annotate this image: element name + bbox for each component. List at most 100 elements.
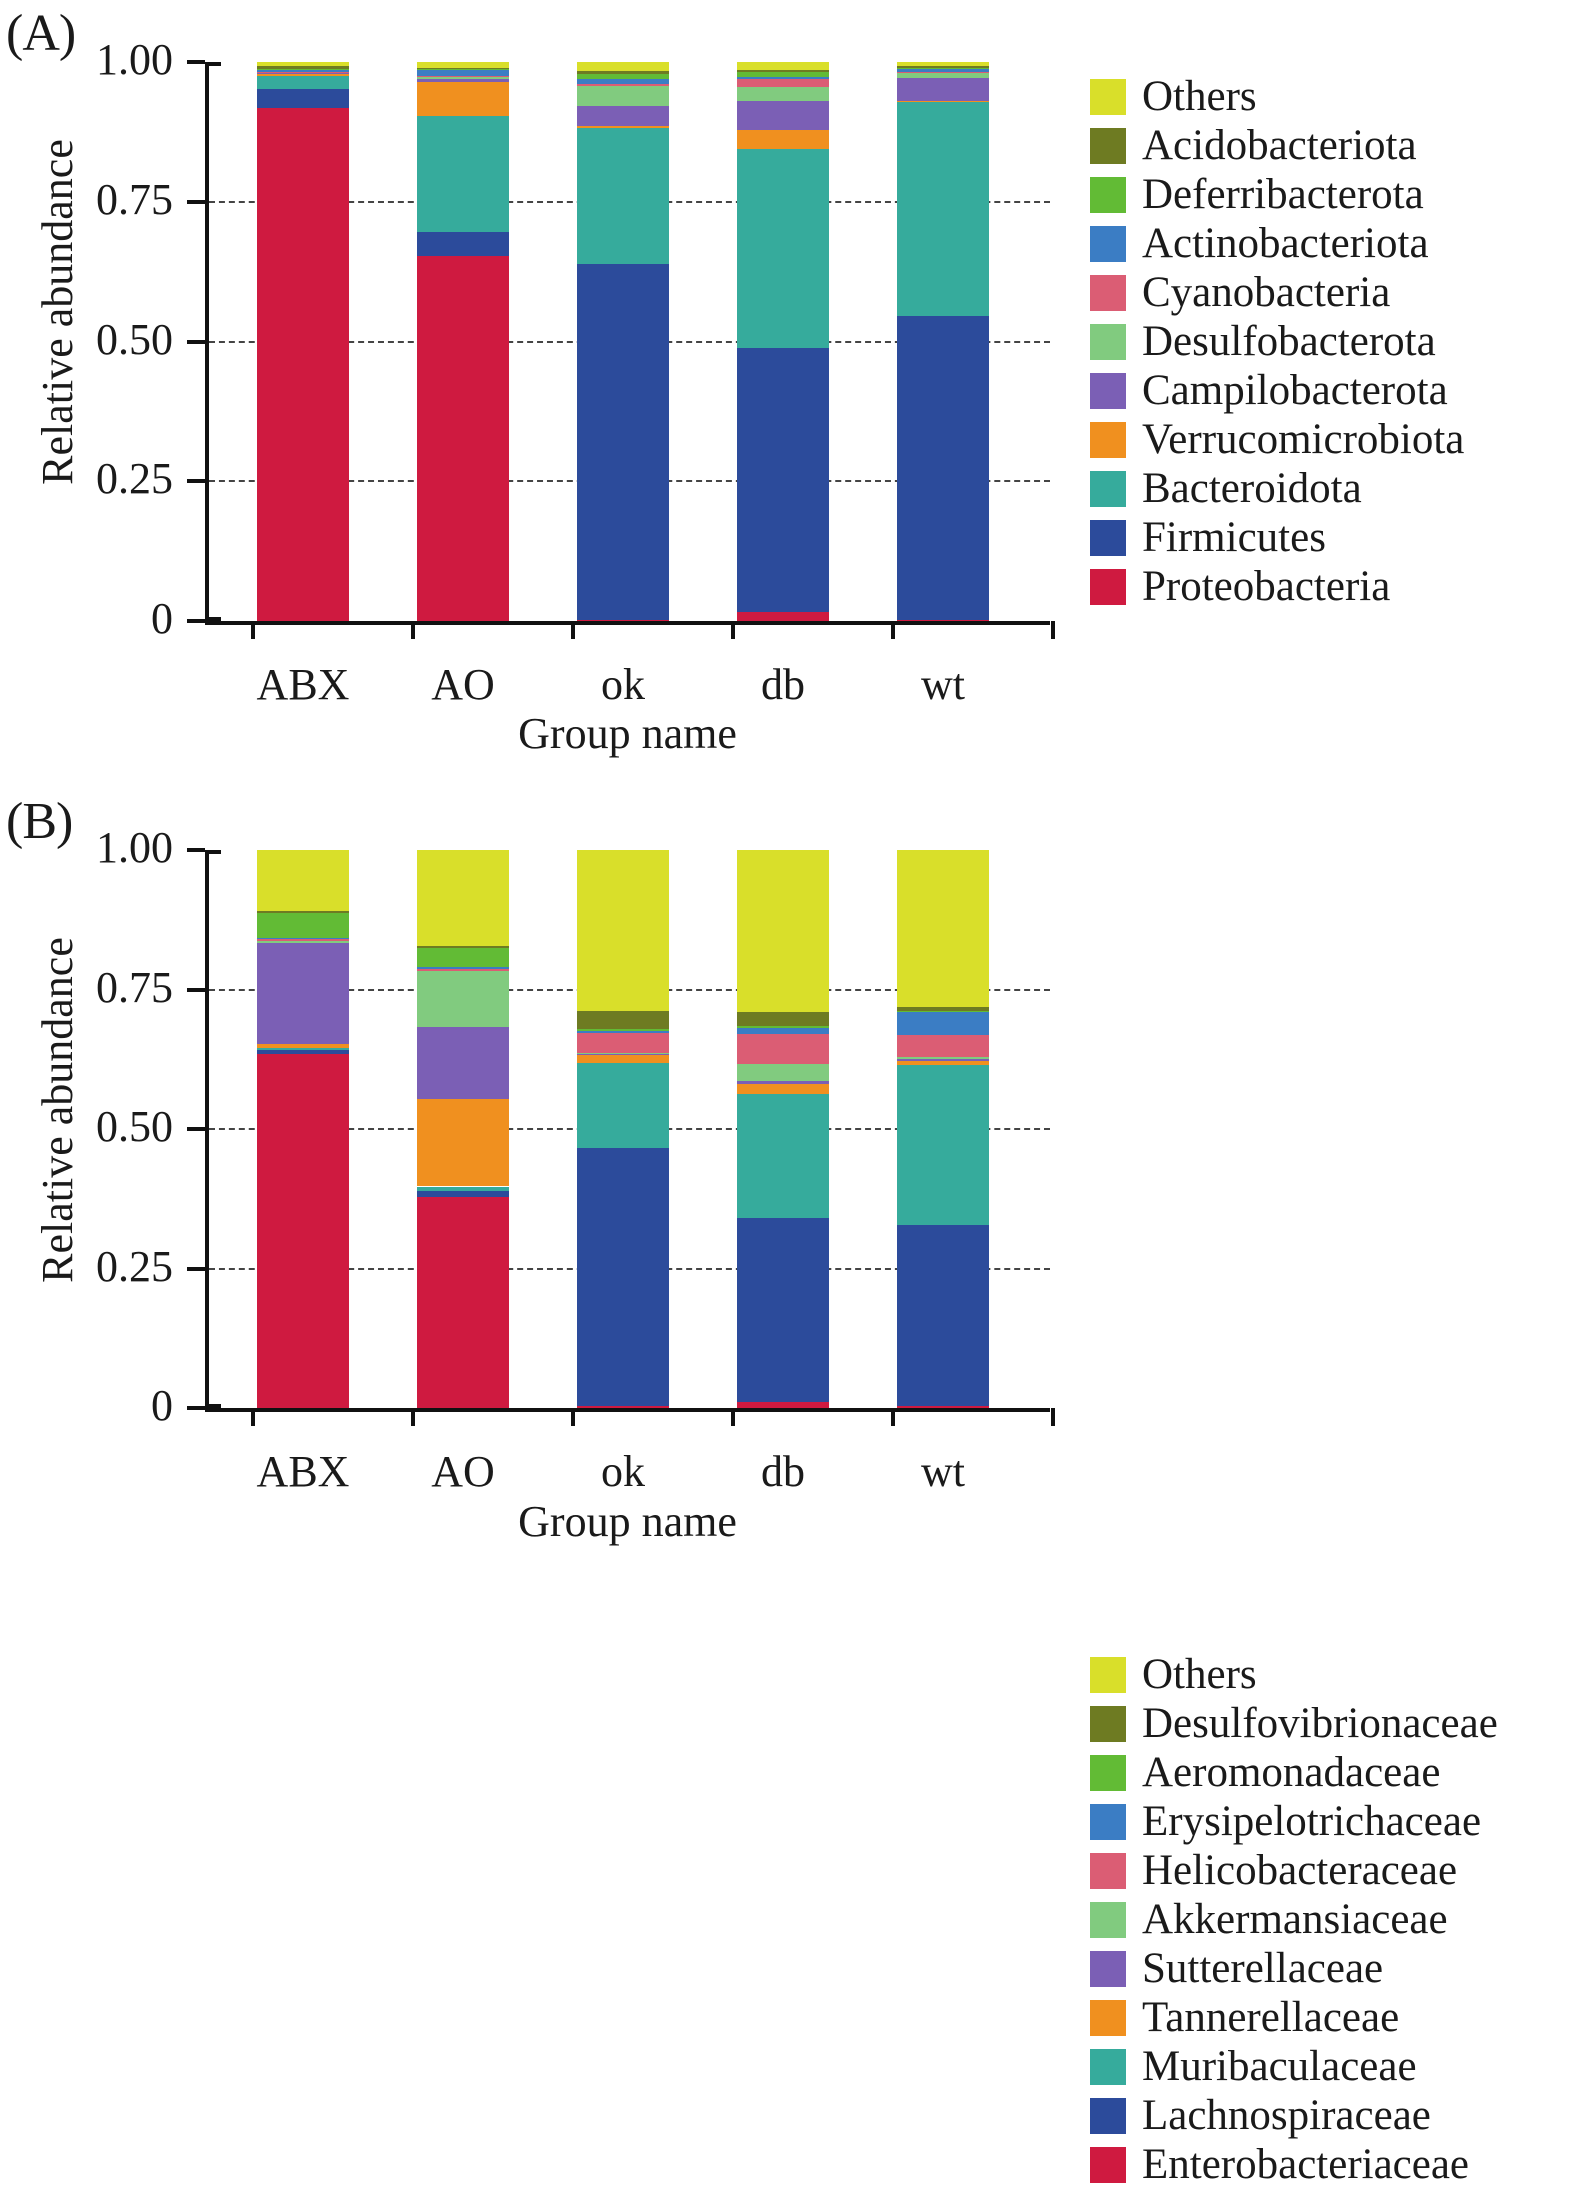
bar-segment-desulfovibrionaceae[interactable] [737, 1012, 829, 1027]
bar-segment-verrucomicrobiota[interactable] [257, 74, 349, 76]
bar-segment-helicobacteraceae[interactable] [257, 939, 349, 941]
legend-item-bacteroidota[interactable]: Bacteroidota [1090, 464, 1575, 513]
bar-segment-muribaculaceae[interactable] [897, 1064, 989, 1225]
bar-segment-erysipelotrichaceae[interactable] [897, 1012, 989, 1035]
bar-segment-proteobacteria[interactable] [257, 107, 349, 621]
bar-segment-desulfobacterota[interactable] [257, 72, 349, 74]
bar-AO[interactable] [417, 62, 509, 621]
bar-segment-aeromonadaceae[interactable] [577, 1029, 669, 1031]
bar-segment-cyanobacteria[interactable] [577, 83, 669, 87]
bar-segment-proteobacteria[interactable] [737, 612, 829, 621]
legend-item-acidobacteriota[interactable]: Acidobacteriota [1090, 121, 1575, 170]
bar-segment-akkermansiaceae[interactable] [257, 940, 349, 943]
legend-item-helicobacteraceae[interactable]: Helicobacteraceae [1090, 1846, 1575, 1895]
bar-segment-sutterellaceae[interactable] [737, 1081, 829, 1085]
bar-segment-desulfovibrionaceae[interactable] [257, 910, 349, 913]
bar-segment-firmicutes[interactable] [257, 88, 349, 108]
bar-segment-actinobacteriota[interactable] [257, 69, 349, 72]
bar-segment-aeromonadaceae[interactable] [897, 1010, 989, 1013]
bar-db[interactable] [737, 850, 829, 1408]
bar-ok[interactable] [577, 850, 669, 1408]
bar-segment-helicobacteraceae[interactable] [577, 1033, 669, 1054]
bar-segment-enterobacteriaceae[interactable] [577, 1405, 669, 1408]
legend-item-verrucomicrobiota[interactable]: Verrucomicrobiota [1090, 415, 1575, 464]
bar-segment-muribaculaceae[interactable] [257, 1048, 349, 1051]
bar-segment-others[interactable] [897, 850, 989, 1007]
bar-segment-actinobacteriota[interactable] [737, 77, 829, 80]
bar-segment-others[interactable] [897, 62, 989, 66]
bar-segment-firmicutes[interactable] [417, 231, 509, 256]
bar-segment-proteobacteria[interactable] [417, 255, 509, 621]
bar-segment-erysipelotrichaceae[interactable] [257, 937, 349, 940]
bar-segment-deferribacterota[interactable] [257, 68, 349, 70]
bar-segment-lachnospiraceae[interactable] [897, 1224, 989, 1407]
bar-segment-lachnospiraceae[interactable] [257, 1050, 349, 1055]
bar-db[interactable] [737, 62, 829, 621]
bar-segment-others[interactable] [737, 850, 829, 1013]
bar-segment-cyanobacteria[interactable] [737, 79, 829, 88]
legend-item-campilobacterota[interactable]: Campilobacterota [1090, 366, 1575, 415]
bar-segment-proteobacteria[interactable] [897, 619, 989, 621]
bar-segment-desulfovibrionaceae[interactable] [897, 1006, 989, 1011]
legend-item-aeromonadaceae[interactable]: Aeromonadaceae [1090, 1748, 1575, 1797]
legend-item-others[interactable]: Others [1090, 1650, 1575, 1699]
bar-ok[interactable] [577, 62, 669, 621]
bar-segment-akkermansiaceae[interactable] [897, 1057, 989, 1060]
bar-segment-lachnospiraceae[interactable] [417, 1190, 509, 1197]
bar-segment-desulfobacterota[interactable] [897, 73, 989, 78]
bar-segment-others[interactable] [577, 62, 669, 71]
legend-item-deferribacterota[interactable]: Deferribacterota [1090, 170, 1575, 219]
bar-segment-bacteroidota[interactable] [897, 102, 989, 317]
legend-item-desulfobacterota[interactable]: Desulfobacterota [1090, 317, 1575, 366]
bar-segment-bacteroidota[interactable] [257, 76, 349, 89]
bar-segment-bacteroidota[interactable] [737, 149, 829, 349]
bar-segment-enterobacteriaceae[interactable] [257, 1054, 349, 1408]
bar-segment-bacteroidota[interactable] [577, 127, 669, 264]
bar-segment-acidobacteriota[interactable] [577, 70, 669, 74]
bar-segment-verrucomicrobiota[interactable] [417, 82, 509, 116]
bar-ABX[interactable] [257, 850, 349, 1408]
bar-segment-campilobacterota[interactable] [577, 106, 669, 126]
legend-item-erysipelotrichaceae[interactable]: Erysipelotrichaceae [1090, 1797, 1575, 1846]
bar-segment-sutterellaceae[interactable] [257, 942, 349, 1044]
bar-segment-campilobacterota[interactable] [897, 77, 989, 101]
bar-segment-lachnospiraceae[interactable] [737, 1218, 829, 1403]
bar-segment-firmicutes[interactable] [737, 348, 829, 613]
bar-wt[interactable] [897, 62, 989, 621]
legend-item-lachnospiraceae[interactable]: Lachnospiraceae [1090, 2091, 1575, 2140]
legend-item-proteobacteria[interactable]: Proteobacteria [1090, 562, 1575, 611]
bar-segment-desulfobacterota[interactable] [417, 77, 509, 80]
bar-segment-desulfovibrionaceae[interactable] [577, 1011, 669, 1030]
legend-item-desulfovibrionaceae[interactable]: Desulfovibrionaceae [1090, 1699, 1575, 1748]
bar-segment-acidobacteriota[interactable] [417, 67, 509, 70]
bar-segment-aeromonadaceae[interactable] [737, 1026, 829, 1029]
bar-segment-muribaculaceae[interactable] [737, 1094, 829, 1219]
bar-segment-acidobacteriota[interactable] [737, 69, 829, 73]
bar-segment-others[interactable] [417, 62, 509, 68]
bar-segment-verrucomicrobiota[interactable] [577, 125, 669, 128]
legend-item-akkermansiaceae[interactable]: Akkermansiaceae [1090, 1895, 1575, 1944]
bar-segment-acidobacteriota[interactable] [897, 65, 989, 68]
bar-segment-enterobacteriaceae[interactable] [737, 1402, 829, 1408]
bar-segment-deferribacterota[interactable] [577, 73, 669, 80]
bar-segment-muribaculaceae[interactable] [577, 1063, 669, 1148]
legend-item-others[interactable]: Others [1090, 72, 1575, 121]
legend-item-tannerellaceae[interactable]: Tannerellaceae [1090, 1993, 1575, 2042]
bar-segment-muribaculaceae[interactable] [417, 1186, 509, 1191]
bar-segment-lachnospiraceae[interactable] [577, 1148, 669, 1406]
bar-segment-actinobacteriota[interactable] [577, 79, 669, 84]
bar-segment-aeromonadaceae[interactable] [417, 948, 509, 968]
bar-segment-sutterellaceae[interactable] [897, 1059, 989, 1061]
bar-segment-tannerellaceae[interactable] [257, 1043, 349, 1049]
bar-segment-desulfovibrionaceae[interactable] [417, 946, 509, 949]
legend-item-actinobacteriota[interactable]: Actinobacteriota [1090, 219, 1575, 268]
bar-segment-helicobacteraceae[interactable] [737, 1033, 829, 1065]
bar-segment-deferribacterota[interactable] [417, 69, 509, 71]
bar-segment-akkermansiaceae[interactable] [577, 1053, 669, 1055]
bar-segment-campilobacterota[interactable] [417, 79, 509, 83]
legend-item-enterobacteriaceae[interactable]: Enterobacteriaceae [1090, 2140, 1575, 2189]
bar-segment-proteobacteria[interactable] [577, 619, 669, 621]
bar-segment-cyanobacteria[interactable] [897, 71, 989, 74]
bar-segment-verrucomicrobiota[interactable] [897, 100, 989, 103]
bar-segment-aeromonadaceae[interactable] [257, 912, 349, 938]
